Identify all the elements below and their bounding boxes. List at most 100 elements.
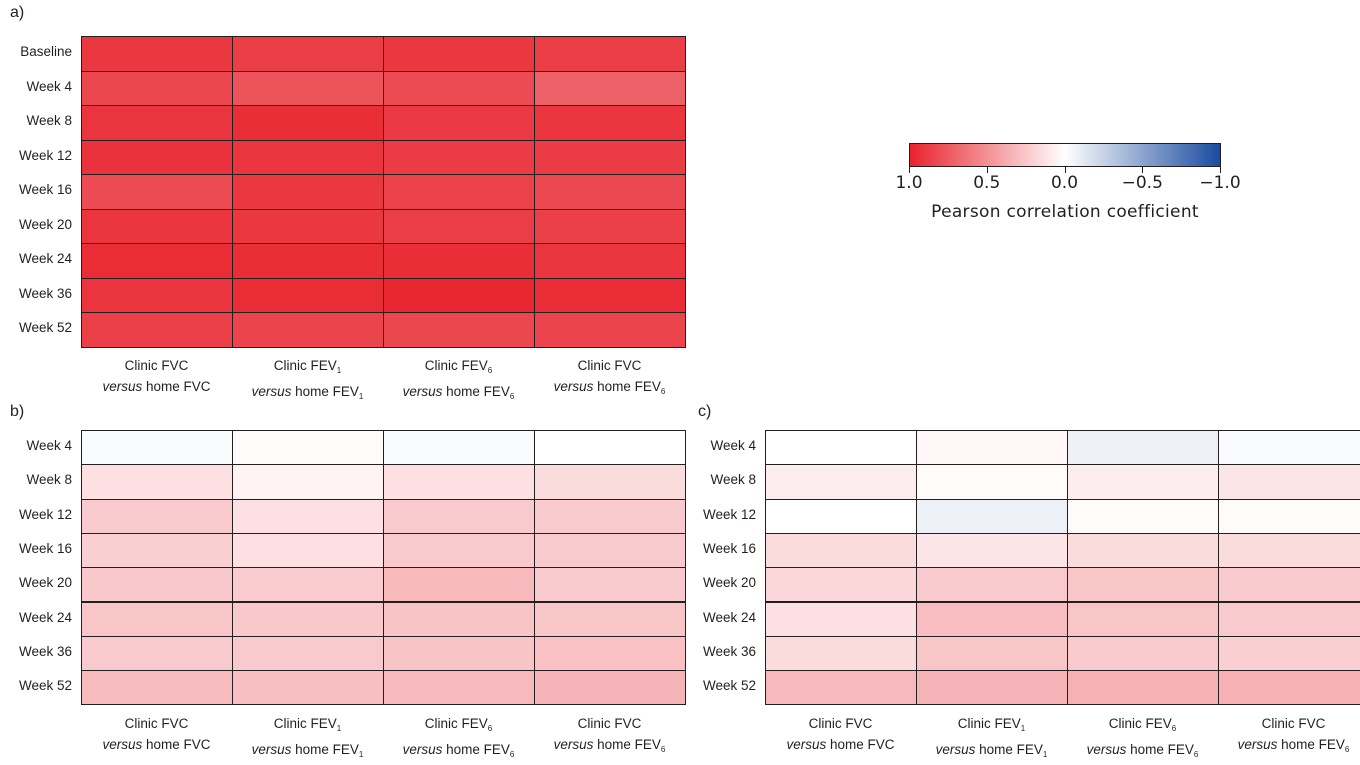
heatmap-cell [81,601,233,637]
row-label: Week 24 [702,609,756,625]
heatmap-cell [232,601,384,637]
heatmap-cell [81,430,233,466]
heatmap-cell [534,430,686,466]
heatmap-cell [81,635,233,672]
heatmap-cell [383,70,535,106]
heatmap-cell [232,670,384,706]
heatmap-cell [383,532,535,569]
colorbar-tick [1064,167,1066,173]
row-label: Week 52 [702,678,756,694]
heatmap-cell [383,208,535,244]
heatmap-cell [232,532,384,569]
heatmap-cell [81,312,233,348]
colorbar-tick-label: −1.0 [1199,173,1241,193]
heatmap-cell [1067,464,1219,500]
row-label: Week 12 [702,506,756,522]
heatmap-cell [1067,532,1219,569]
heatmap-cell [383,601,535,637]
heatmap-cell [383,312,535,348]
heatmap-cell [916,635,1068,672]
row-label: Baseline [20,44,72,60]
row-label: Week 36 [18,643,72,659]
row-label: Week 20 [702,575,756,591]
heatmap-cell [765,532,917,569]
heatmap-cell [232,243,384,279]
row-label: Week 52 [18,678,72,694]
heatmap-cell [1067,430,1219,466]
column-label: Clinic FVC versus home FEV6 [553,716,666,754]
heatmap-cell [765,601,917,637]
row-label: Week 16 [18,182,72,198]
heatmap-cell [765,430,917,466]
heatmap-cell [765,567,917,603]
heatmap-cell [232,498,384,534]
heatmap-cell [232,139,384,175]
heatmap-cell [383,670,535,706]
colorbar-tick-label: 0.5 [973,173,1001,193]
heatmap-cell [534,532,686,569]
heatmap-cell [534,601,686,637]
row-label: Week 4 [710,438,756,454]
heatmap-cell [232,277,384,313]
column-label: Clinic FEV1 versus home FEV1 [251,716,364,759]
heatmap-cell [1218,601,1360,637]
heatmap-cell [81,208,233,244]
heatmap-cell [534,208,686,244]
column-label: Clinic FVC versus home FVC [102,358,211,394]
panel-letter: a) [10,4,25,21]
heatmap-cell [232,635,384,672]
heatmap-cell [534,277,686,313]
heatmap-cell [765,464,917,500]
panel-letter: b) [10,403,25,420]
colorbar-tick-label: 0.0 [1050,173,1079,193]
heatmap-cell [534,312,686,348]
row-label: Week 52 [18,320,72,336]
colorbar-title: Pearson correlation coefficient [931,202,1199,222]
heatmap-cell [232,70,384,106]
row-label: Week 8 [710,472,756,488]
heatmap-cell [383,567,535,603]
row-label: Week 8 [26,472,72,488]
row-label: Week 4 [26,78,72,94]
heatmap-cell [81,532,233,569]
heatmap-cell [534,70,686,106]
row-label: Week 24 [18,609,72,625]
colorbar-tick [1220,167,1221,173]
heatmap-cell [383,430,535,466]
heatmap-cell [383,498,535,534]
heatmap-cell [1218,498,1360,534]
heatmap-cell [765,498,917,534]
row-label: Week 20 [18,575,72,591]
column-label: Clinic FEV6 versus home FEV6 [402,358,515,401]
heatmap-cell [534,670,686,706]
heatmap-cell [81,670,233,706]
heatmap-cell [1218,430,1360,466]
column-label: Clinic FEV1 versus home FEV1 [251,358,364,401]
colorbar-tick-label: −0.5 [1121,173,1163,193]
heatmap-cell [765,635,917,672]
heatmap-cell [383,139,535,175]
heatmap-cell [534,36,686,72]
heatmap-cell [81,36,233,72]
heatmap-cell [383,635,535,672]
row-label: Week 16 [702,541,756,557]
heatmap-cell [81,277,233,313]
heatmap-cell [1067,635,1219,672]
heatmap-cell [534,243,686,279]
heatmap-cell [916,601,1068,637]
row-label: Week 36 [18,285,72,301]
heatmap-cell [916,464,1068,500]
heatmap-cell [1067,670,1219,706]
heatmap-cell [81,464,233,500]
heatmap-cell [232,464,384,500]
column-label: Clinic FEV1 versus home FEV1 [935,716,1048,759]
column-label: Clinic FEV6 versus home FEV6 [1086,716,1199,759]
column-label: Clinic FVC versus home FVC [786,716,895,752]
heatmap-cell [232,174,384,210]
heatmap-cell [232,430,384,466]
heatmap-cell [1067,498,1219,534]
heatmap-cell [81,70,233,106]
heatmap-cell [383,464,535,500]
heatmap-cell [1067,601,1219,637]
heatmap-cell [383,105,535,141]
